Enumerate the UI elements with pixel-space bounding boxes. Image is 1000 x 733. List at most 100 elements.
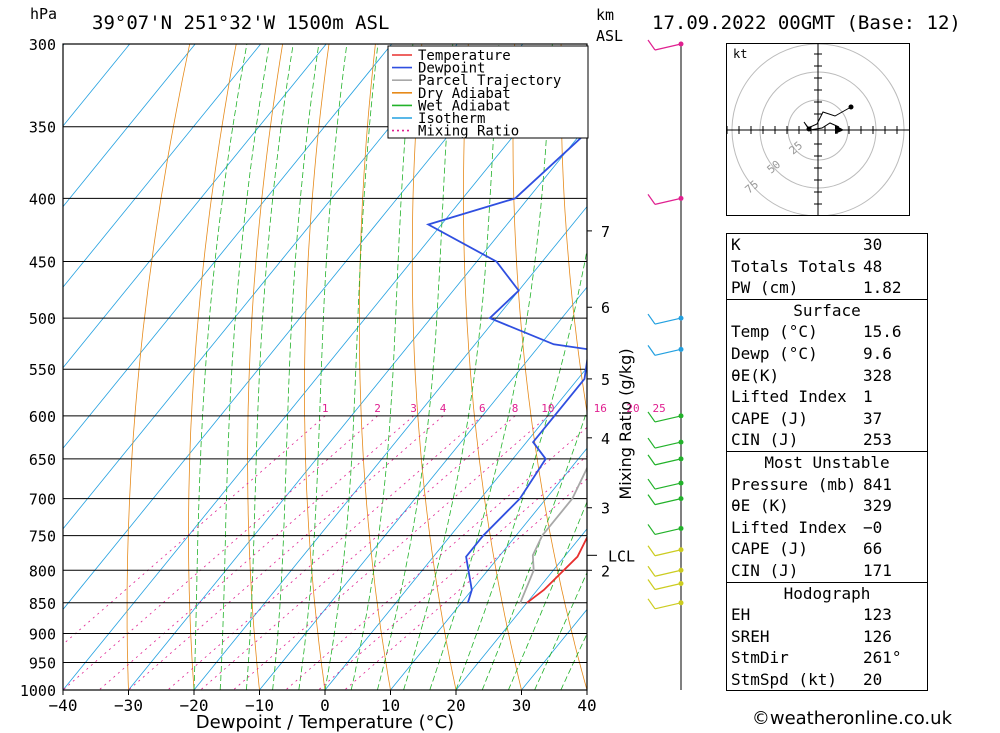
hodograph-row: SREH 126 (731, 626, 892, 646)
isotherm-line (63, 44, 262, 288)
hodograph-ring-label: 25 (787, 139, 806, 157)
legend-label: Wet Adiabat (418, 98, 511, 114)
dry-adiabat-line (188, 44, 237, 690)
isotherm-line (63, 44, 524, 611)
hodograph-ring-label: 75 (743, 178, 762, 196)
km-tick-label: 5 (601, 371, 610, 389)
pressure-tick-label: 650 (29, 451, 56, 469)
wind-barb-dot (678, 581, 684, 587)
surface-row: CAPE (J) 37 (731, 408, 883, 428)
index-row: K 30 (731, 235, 883, 254)
wet-adiabat-line (403, 44, 500, 690)
mixing-ratio-label: 3 (410, 402, 417, 415)
most-unstable-row: CIN (J) 171 (731, 560, 892, 580)
pressure-tick-label: 700 (29, 491, 56, 509)
wind-barb-dot (678, 496, 684, 502)
most-unstable-row: Pressure (mb) 841 (731, 474, 892, 494)
wind-barb-flag (647, 579, 656, 590)
dry-adiabat-line (411, 44, 457, 690)
mixing-ratio-label: 16 (594, 402, 607, 415)
wind-barb-dot (678, 525, 684, 531)
wind-barb-flag (647, 454, 656, 466)
km-unit-label: km (596, 6, 615, 24)
wind-barb (654, 415, 682, 423)
wind-barb (654, 43, 682, 51)
hodograph-trace (803, 106, 852, 131)
wind-barb (654, 482, 682, 490)
wind-barb (654, 602, 682, 610)
pressure-tick-label: 900 (29, 625, 56, 643)
wind-barb-dot (678, 413, 684, 419)
mixing-ratio-line (63, 415, 326, 645)
pressure-tick-label: 750 (29, 528, 56, 546)
km-tick-label: 6 (601, 299, 610, 317)
surface-row: θE(K) 328 (731, 365, 892, 385)
mixing-ratio-line (318, 455, 587, 690)
pressure-tick-label: 800 (29, 562, 56, 580)
mixing-ratio-label: 20 (626, 402, 639, 415)
wind-barb (654, 317, 682, 325)
x-tick-label: 10 (381, 696, 400, 715)
x-tick-label: 20 (446, 696, 465, 715)
wind-barb (654, 458, 682, 466)
mixing-ratio-label: 4 (440, 402, 447, 415)
hodograph: kt 25 50 75 (726, 43, 910, 217)
wind-barb-flag (647, 598, 656, 610)
wind-barb (654, 569, 682, 577)
lcl-label: LCL (608, 547, 635, 565)
surface-row: Dewp (°C) 9.6 (731, 343, 892, 363)
mixing-ratio-line (98, 415, 414, 690)
wind-barb-flag (647, 194, 656, 205)
wind-barb-dot (678, 41, 684, 47)
dry-adiabat-line (247, 44, 283, 690)
pressure-tick-label: 400 (29, 190, 56, 208)
most-unstable-section-title: Most Unstable (727, 450, 927, 474)
temperature-line (526, 535, 587, 604)
pressure-tick-label: 850 (29, 595, 56, 613)
x-axis-label: Dewpoint / Temperature (°C) (196, 712, 454, 733)
hodograph-row: StmSpd (kt) 20 (731, 669, 883, 689)
wet-adiabat-line (508, 500, 587, 690)
surface-row: Temp (°C) 15.6 (731, 322, 902, 342)
wet-adiabat-line (193, 44, 248, 690)
isotherm-line (63, 44, 131, 127)
km-tick-label: 2 (601, 562, 610, 580)
wind-barb (654, 441, 682, 449)
pressure-tick-label: 450 (29, 254, 56, 272)
surface-row: Lifted Index 1 (731, 387, 873, 407)
legend-label: Parcel Trajectory (418, 73, 561, 89)
mixing-ratio-label: 10 (541, 402, 554, 415)
isotherm-line (128, 125, 587, 690)
index-row: PW (cm) 1.82 (731, 278, 902, 298)
x-tick-label: 40 (577, 696, 596, 715)
x-tick-label: 30 (512, 696, 531, 715)
wind-barb-dot (678, 547, 684, 553)
isotherm-line (63, 44, 587, 690)
asl-unit-label: ASL (596, 27, 624, 45)
pressure-tick-label: 500 (29, 310, 56, 328)
most-unstable-row: θE (K) 329 (731, 496, 892, 516)
wind-barb-flag (647, 494, 656, 505)
km-tick-label: 7 (601, 223, 610, 241)
wind-barb (654, 582, 682, 591)
wet-adiabat-line (298, 44, 348, 690)
datetime-title: 17.09.2022 00GMT (Base: 12) (652, 12, 961, 34)
mixing-ratio-label: 6 (479, 402, 486, 415)
surface-row: CIN (J) 253 (731, 430, 892, 450)
wind-barb (654, 549, 682, 557)
isotherm-line (390, 447, 587, 690)
hodograph-row: EH 123 (731, 605, 892, 625)
hodograph-row: StmDir 261° (731, 648, 902, 668)
mixing-ratio-line (233, 415, 549, 690)
x-tick-label: −10 (245, 696, 274, 715)
wind-barb-dot (678, 195, 684, 201)
wind-barb (654, 498, 682, 506)
legend-box (387, 45, 589, 139)
wind-barb (654, 197, 682, 205)
location-title: 39°07'N 251°32'W 1500m ASL (92, 12, 390, 34)
legend-label: Dry Adiabat (418, 86, 511, 102)
wet-adiabat-line (246, 44, 294, 690)
legend-label: Dewpoint (418, 61, 485, 77)
